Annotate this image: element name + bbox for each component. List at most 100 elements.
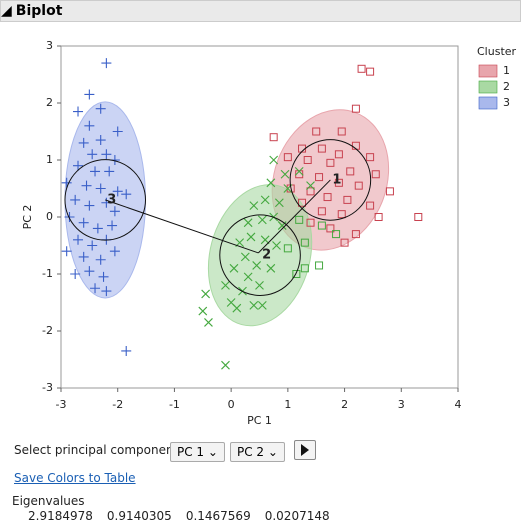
point [61, 177, 72, 188]
x-tick-label: -3 [56, 398, 67, 411]
point [300, 238, 309, 247]
point [337, 210, 346, 219]
point [315, 173, 324, 182]
point [366, 201, 375, 210]
point [101, 286, 112, 297]
point [101, 149, 112, 160]
point [70, 194, 81, 205]
point [323, 193, 332, 202]
point [283, 244, 292, 253]
point [73, 106, 84, 117]
go-button[interactable] [294, 440, 316, 460]
point [351, 104, 360, 113]
legend-swatch [478, 64, 498, 78]
point [221, 360, 230, 370]
point [90, 166, 101, 177]
point [326, 158, 335, 167]
point [95, 254, 106, 265]
header[interactable]: ◢ Biplot [0, 0, 521, 22]
point [300, 264, 309, 273]
y-tick-label: 3 [46, 39, 53, 52]
y-tick-label: -2 [42, 324, 53, 337]
point [292, 270, 301, 278]
point [334, 178, 343, 187]
point [232, 303, 242, 313]
point [84, 200, 95, 211]
point [73, 160, 84, 171]
x-tick-label: -2 [112, 398, 123, 411]
point [317, 207, 326, 216]
point [84, 89, 95, 100]
point [61, 246, 72, 257]
point [78, 137, 89, 148]
select-label: Select principal components [14, 443, 185, 457]
point [260, 235, 270, 245]
point [81, 180, 92, 191]
point [385, 187, 394, 196]
point [274, 198, 284, 208]
chart: -3 -2 -1 0 1 2 3 4 -3 -2 -1 0 1 2 3 PC 1 PC 2 1 2 3 Cluster 1… [21, 39, 517, 427]
select-y[interactable]: PC 2 ⌄ [230, 442, 285, 462]
x-tick-label: -1 [169, 398, 180, 411]
legend-label: 1 [503, 64, 510, 77]
point [243, 272, 253, 282]
point [84, 120, 95, 131]
biplot-ray [105, 199, 259, 254]
point [109, 246, 120, 257]
point [312, 127, 321, 136]
y-tick-label: -1 [42, 267, 53, 280]
eigen-title: Eigenvalues [12, 494, 85, 508]
point [90, 283, 101, 294]
point [255, 281, 264, 290]
title: Biplot [15, 3, 63, 19]
point [294, 167, 304, 176]
point [87, 240, 98, 251]
point [371, 170, 380, 179]
point [343, 195, 352, 204]
point [266, 178, 276, 188]
point [272, 241, 281, 250]
point [84, 266, 95, 277]
point [107, 220, 118, 231]
point [249, 201, 259, 210]
point [366, 67, 375, 76]
point [204, 318, 213, 327]
eigenvalue: 0.0207148 [264, 509, 330, 523]
point [351, 230, 360, 239]
y-axis-label: PC 2 [21, 205, 34, 230]
cluster-circle [289, 139, 372, 221]
save-colors-link[interactable]: Save Colors to Table [14, 471, 136, 485]
select-x[interactable]: PC 1 ⌄ [170, 442, 225, 462]
legend-swatch [478, 80, 498, 94]
disclosure[interactable]: ◢ [1, 3, 12, 19]
select-y-text: PC 2 [237, 445, 265, 459]
point [121, 345, 132, 356]
point [221, 281, 230, 290]
point [337, 127, 346, 136]
point [87, 149, 98, 160]
point [112, 186, 123, 197]
point [317, 221, 326, 230]
point [98, 271, 109, 282]
point [78, 251, 89, 262]
eigenvalue: 2.9184978 [28, 509, 93, 523]
x-tick-label: 2 [341, 398, 348, 411]
legend-title: Cluster [477, 45, 517, 58]
point [257, 215, 267, 225]
point [201, 289, 211, 299]
point [95, 183, 106, 194]
cluster-circle [219, 214, 301, 296]
point [95, 103, 106, 114]
cluster-circle [64, 159, 147, 241]
point [101, 197, 112, 208]
point [303, 156, 312, 164]
point [121, 189, 132, 200]
legend-label: 3 [503, 96, 510, 109]
y-tick-label: 2 [46, 96, 53, 109]
point [340, 238, 349, 247]
eigenvalue: 0.1467569 [185, 509, 251, 523]
select-x-text: PC 1 [177, 445, 205, 459]
point [78, 217, 89, 228]
point [70, 269, 81, 279]
